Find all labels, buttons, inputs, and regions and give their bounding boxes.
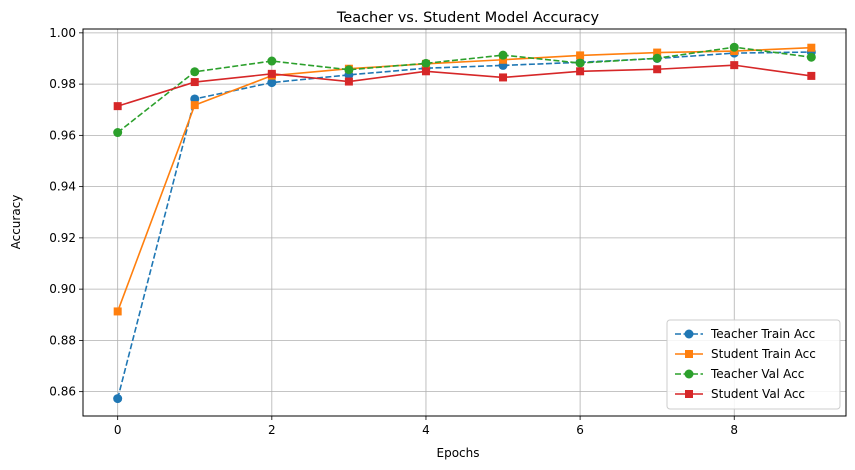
x-tick-label: 4 <box>422 423 430 437</box>
legend-label: Student Val Acc <box>711 387 805 401</box>
x-tick-label: 0 <box>114 423 122 437</box>
series-teacher-val-acc <box>113 42 816 138</box>
legend-marker <box>685 350 693 358</box>
data-point <box>344 77 353 86</box>
data-point <box>807 71 816 80</box>
legend-marker <box>684 329 694 339</box>
data-point <box>806 52 816 62</box>
data-point <box>267 78 277 88</box>
series-line <box>117 46 812 134</box>
legend-label: Teacher Val Acc <box>710 367 804 381</box>
data-point <box>113 394 123 404</box>
data-point <box>499 73 508 82</box>
ticks: 0 2 4 6 8 0.86 0.88 0.90 0.92 0.94 0.96 0.98 1.00 <box>49 26 738 437</box>
plot-frame <box>82 28 847 417</box>
legend-box <box>666 319 841 410</box>
x-tick-label: 8 <box>730 423 738 437</box>
y-tick-label: 0.88 <box>49 333 76 347</box>
x-tick-label: 6 <box>576 423 584 437</box>
series-line <box>116 46 812 312</box>
data-point <box>421 67 430 76</box>
y-tick-label: 1.00 <box>49 26 76 40</box>
data-point <box>113 102 122 111</box>
data-point <box>421 58 431 68</box>
series-line <box>117 64 812 107</box>
chart-title: Teacher vs. Student Model Accuracy <box>336 10 600 26</box>
y-tick-label: 0.94 <box>49 180 76 194</box>
legend-item: Student Val Acc <box>675 387 805 401</box>
series-student-val-acc <box>113 61 816 111</box>
legend-marker <box>684 369 694 379</box>
legend-item: Teacher Train Acc <box>675 327 815 341</box>
legend: Teacher Train Acc Student Train Acc Teache… <box>666 319 841 410</box>
legend-marker <box>685 390 693 398</box>
data-point <box>653 65 662 74</box>
data-point <box>190 101 199 110</box>
x-tick-label: 2 <box>268 423 276 437</box>
y-tick-label: 0.86 <box>49 385 76 399</box>
legend-item: Student Train Acc <box>675 347 816 361</box>
data-point <box>576 67 585 76</box>
data-point <box>575 58 585 68</box>
y-axis-label: Accuracy <box>9 195 23 250</box>
data-point <box>113 128 123 138</box>
data-point <box>498 50 508 60</box>
y-tick-label: 0.98 <box>49 77 76 91</box>
y-tick-label: 0.92 <box>49 231 76 245</box>
data-point <box>653 48 662 57</box>
data-point <box>729 42 739 52</box>
data-point <box>499 55 508 64</box>
y-tick-label: 0.90 <box>49 282 76 296</box>
data-point <box>344 65 354 75</box>
data-point <box>267 69 276 78</box>
legend-label: Student Train Acc <box>711 347 816 361</box>
data-point <box>576 51 585 60</box>
data-point <box>113 307 122 316</box>
data-point <box>267 56 277 66</box>
data-point <box>190 67 200 77</box>
data-point <box>190 78 199 87</box>
data-point <box>807 43 816 52</box>
legend-label: Teacher Train Acc <box>710 327 815 341</box>
grid <box>83 29 846 416</box>
legend-item: Teacher Val Acc <box>675 367 804 381</box>
data-point <box>652 53 662 63</box>
x-axis-label: Epochs <box>437 446 480 460</box>
data-point <box>730 61 739 70</box>
series-layer <box>113 42 816 404</box>
y-tick-label: 0.96 <box>49 128 76 142</box>
